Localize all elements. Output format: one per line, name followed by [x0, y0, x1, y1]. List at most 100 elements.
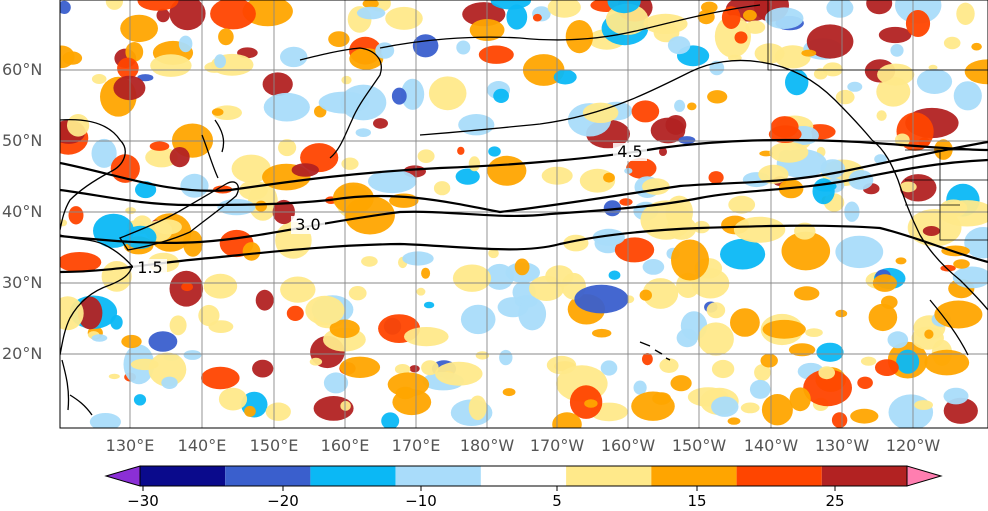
- anomaly-patch: [734, 31, 748, 44]
- anomaly-patch: [857, 376, 873, 389]
- anomaly-patch: [373, 118, 388, 129]
- anomaly-patch: [210, 0, 256, 30]
- kamchatka: [299, 47, 382, 159]
- anomaly-patch: [423, 301, 435, 309]
- lat-label: 40°N: [2, 202, 43, 221]
- anomaly-patch: [964, 59, 988, 85]
- anomaly-patch: [452, 264, 492, 292]
- colorbar-tick-label: 25: [825, 492, 845, 510]
- anomaly-patch: [286, 305, 304, 321]
- anomaly-patch: [711, 396, 739, 417]
- anomaly-patch: [242, 0, 293, 27]
- anomaly-patch: [125, 207, 136, 215]
- anomaly-patch: [764, 7, 804, 29]
- anomaly-patch: [749, 379, 771, 399]
- anomaly-patch: [318, 91, 370, 114]
- anomaly-patch: [198, 304, 220, 327]
- anomaly-patch: [794, 286, 820, 301]
- anomaly-patch: [328, 31, 350, 47]
- map-frame: [59, 0, 988, 429]
- anomaly-patch: [754, 43, 785, 64]
- anomaly-patch: [631, 100, 660, 123]
- anomaly-patch: [113, 75, 146, 101]
- anomaly-patch: [291, 163, 319, 177]
- anomaly-patch: [939, 200, 988, 227]
- anomaly-patch: [401, 78, 425, 110]
- anomaly-patch: [265, 402, 291, 421]
- anomaly-patch: [552, 412, 582, 428]
- anomaly-patch: [280, 276, 316, 303]
- anomaly-patch: [362, 0, 379, 9]
- anomaly-patch: [488, 248, 499, 259]
- anomaly-patch: [361, 256, 378, 267]
- anomaly-patch: [428, 76, 467, 111]
- contour-line: [60, 138, 988, 192]
- anomaly-patch: [421, 267, 431, 279]
- anomaly-patch: [149, 141, 170, 151]
- anomaly-patch: [145, 147, 178, 168]
- anomaly-patch: [687, 102, 697, 111]
- anomaly-patch: [68, 206, 84, 225]
- anomaly-patch: [743, 9, 757, 21]
- anomaly-patch: [943, 36, 961, 50]
- anomaly-patch: [708, 171, 724, 184]
- lon-label: 180°W: [459, 436, 515, 455]
- colorbar-extend-min: [104, 465, 141, 487]
- lon-label: 120°W: [885, 436, 941, 455]
- anomaly-patch: [758, 164, 789, 184]
- anomaly-patch: [340, 400, 351, 411]
- anomaly-patch: [847, 81, 863, 92]
- anomaly-patch: [150, 54, 192, 77]
- anomaly-patch: [603, 172, 615, 183]
- anomaly-patch: [922, 226, 941, 236]
- anomaly-patch: [671, 239, 709, 281]
- anomaly-patch: [339, 356, 381, 378]
- anomaly-patch: [402, 251, 434, 266]
- anomaly-patch: [305, 295, 345, 326]
- aleutian-arc: [419, 71, 691, 136]
- anomaly-patch: [180, 173, 209, 198]
- anomaly-patch: [781, 231, 831, 271]
- anomaly-patch: [255, 200, 267, 212]
- anomaly-patch: [183, 350, 202, 360]
- anomaly-patch: [714, 15, 752, 58]
- anomaly-patch: [697, 9, 715, 25]
- anomaly-patch: [905, 10, 931, 37]
- anomaly-patch: [135, 181, 157, 199]
- colorbar-segment: [736, 466, 822, 486]
- anomaly-patch: [816, 342, 844, 362]
- anomaly-patch: [121, 334, 142, 349]
- anomaly-patch: [848, 170, 874, 190]
- anomaly-patch: [417, 149, 435, 163]
- colorbar-segment: [225, 466, 311, 486]
- asia-coast-north: [60, 119, 126, 231]
- anomaly-patch: [953, 81, 982, 111]
- anomaly-patch: [156, 8, 170, 23]
- colorbar-outline: [139, 465, 908, 487]
- anomaly-patch: [392, 389, 432, 416]
- lon-label: 150°E: [249, 436, 299, 455]
- colorbar-segment: [566, 466, 652, 486]
- anomaly-patch: [642, 353, 653, 366]
- anomaly-patch: [89, 413, 121, 428]
- anomaly-patch: [478, 45, 514, 64]
- anomaly-patch: [754, 364, 771, 381]
- anomaly-patch: [574, 284, 629, 314]
- anomaly-patch: [608, 270, 621, 280]
- anomaly-patch: [532, 13, 542, 22]
- anomaly-patch: [409, 365, 420, 373]
- anomaly-patch: [794, 222, 816, 240]
- anomaly-patch: [761, 394, 793, 426]
- colorbar-extend-max: [906, 465, 943, 487]
- anomaly-patch: [733, 216, 786, 243]
- colorbar-tick-label: −10: [405, 492, 437, 510]
- anomaly-patch: [255, 289, 274, 311]
- anomaly-patch: [137, 74, 154, 82]
- anomaly-patch: [91, 138, 117, 168]
- anomaly-patch: [868, 303, 898, 332]
- anomaly-patch: [278, 139, 297, 157]
- colorbar-tick-label: 5: [552, 492, 562, 510]
- anomaly-patch: [850, 408, 879, 424]
- asia-coast-south: [60, 234, 133, 356]
- anomaly-patch: [805, 328, 823, 337]
